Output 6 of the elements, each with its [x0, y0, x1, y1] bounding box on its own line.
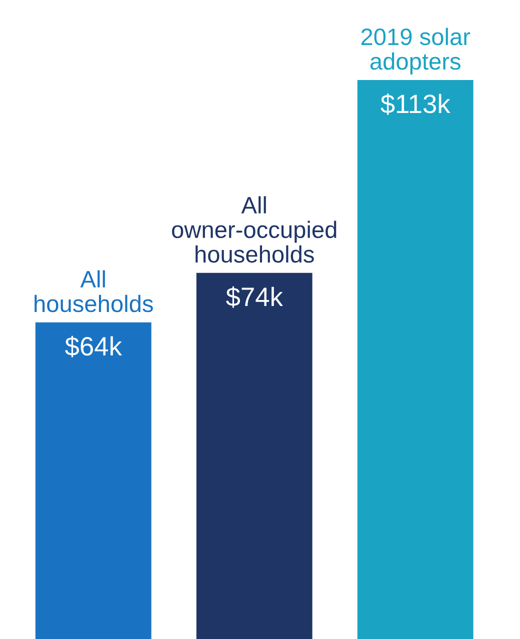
- x-tick-label: 2019 solar adopters: [361, 28, 470, 74]
- data-label: $113k: [380, 93, 450, 115]
- x-tick-label: All owner-occupied households: [172, 196, 336, 263]
- data-label: $74k: [226, 286, 284, 308]
- data-label: $64k: [65, 336, 122, 358]
- x-tick-label: All households: [34, 270, 153, 312]
